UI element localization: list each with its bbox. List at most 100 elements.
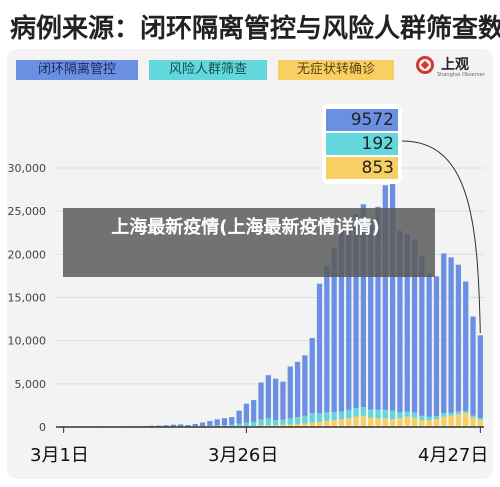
- bar-segment-asymptomatic: [433, 419, 440, 427]
- bar-segment-asymptomatic: [316, 421, 323, 427]
- bar-segment-screening: [243, 422, 250, 427]
- bar-segment-asymptomatic: [375, 418, 381, 427]
- bar-segment-asymptomatic: [273, 425, 279, 427]
- bar-segment-closed-loop: [360, 204, 367, 408]
- bar-segment-closed-loop: [368, 224, 374, 410]
- bar-segment-screening: [294, 417, 301, 424]
- bar-segment-screening: [280, 419, 286, 425]
- y-tick-label: 10,000: [8, 335, 47, 348]
- bar-segment-closed-loop: [265, 375, 271, 419]
- bar-segment-asymptomatic: [309, 422, 315, 427]
- bar-segment-screening: [302, 415, 308, 424]
- bar-segment-asymptomatic: [302, 423, 308, 427]
- bar-segment-asymptomatic: [455, 414, 462, 427]
- bar-segment-closed-loop: [236, 410, 242, 424]
- bar-segment-screening: [287, 418, 293, 425]
- bar-segment-asymptomatic: [419, 420, 425, 427]
- bar-segment-screening: [251, 421, 257, 426]
- legend-asymptomatic: 无症状转确诊: [278, 60, 394, 80]
- bar-segment-closed-loop: [229, 417, 235, 425]
- bar-segment-closed-loop: [397, 231, 403, 413]
- x-tick-label-start: 3月1日: [30, 445, 89, 466]
- bar-segment-screening: [236, 423, 242, 427]
- bar-segment-asymptomatic: [448, 415, 454, 427]
- bar-segment-closed-loop: [389, 177, 396, 411]
- bar-segment-closed-loop: [294, 361, 301, 418]
- bar-segment-closed-loop: [338, 230, 345, 412]
- callout-connector: [401, 140, 481, 334]
- bar-segment-asymptomatic: [389, 419, 396, 427]
- bar-segment-closed-loop: [156, 425, 162, 427]
- bar-segment-asymptomatic: [287, 424, 293, 427]
- bar-segment-screening: [477, 417, 483, 420]
- bar-segment-asymptomatic: [265, 425, 271, 427]
- chart-title: 病例来源：闭环隔离管控与风险人群筛查数: [10, 14, 500, 44]
- bar-segment-closed-loop: [324, 265, 330, 413]
- bar-segment-asymptomatic: [382, 418, 388, 427]
- bar-segment-asymptomatic: [368, 417, 374, 427]
- bar-segment-closed-loop: [302, 355, 308, 416]
- bar-segment-closed-loop: [177, 424, 184, 427]
- bar-segment-screening: [353, 408, 359, 417]
- bar-segment-closed-loop: [477, 335, 483, 418]
- bar-segment-asymptomatic: [463, 413, 469, 427]
- bar-segment-screening: [463, 411, 469, 414]
- x-tick-label-end: 4月27日: [418, 445, 489, 466]
- y-tick-label: 5,000: [15, 378, 47, 391]
- bar-segment-screening: [419, 415, 425, 421]
- callout-box: 9572 192 853: [322, 104, 402, 184]
- bar-segment-closed-loop: [404, 234, 410, 412]
- bar-segment-asymptomatic: [360, 415, 367, 427]
- callout-screening-value: 192: [326, 133, 398, 155]
- banner-text: 上海最新疫情(上海最新疫情详情): [111, 217, 380, 238]
- bar-segment-asymptomatic: [338, 419, 345, 427]
- y-tick-label: 25,000: [8, 205, 47, 218]
- bar-segment-closed-loop: [441, 253, 447, 414]
- bar-segment-asymptomatic: [397, 418, 403, 427]
- bar-segment-closed-loop: [309, 338, 315, 414]
- logo-subtitle: Shanghai Observer: [437, 72, 485, 78]
- bar-segment-screening: [346, 409, 352, 419]
- x-tick-label-mid: 3月26日: [208, 445, 279, 466]
- bar-segment-closed-loop: [448, 257, 454, 413]
- callout-closed-loop-value: 9572: [326, 109, 398, 131]
- bar-segment-screening: [221, 425, 228, 427]
- bar-segment-screening: [324, 412, 330, 421]
- bar-segment-asymptomatic: [324, 420, 330, 427]
- bar-segment-screening: [360, 407, 367, 416]
- bar-segment-screening: [265, 418, 271, 426]
- bar-segment-closed-loop: [463, 281, 469, 412]
- bar-segment-closed-loop: [287, 366, 293, 419]
- bar-segment-closed-loop: [382, 185, 388, 410]
- logo-icon: [416, 56, 434, 74]
- bar-segment-closed-loop: [455, 264, 462, 412]
- bar-segment-screening: [338, 411, 345, 420]
- bar-segment-screening: [448, 412, 454, 416]
- y-tick-label: 0: [39, 421, 46, 434]
- bar-segment-asymptomatic: [477, 419, 483, 427]
- bar-segment-screening: [309, 413, 315, 423]
- legend-screening: 风险人群筛查: [149, 60, 267, 80]
- bar-segment-asymptomatic: [331, 420, 337, 427]
- bar-segment-closed-loop: [170, 424, 176, 427]
- bar-segment-asymptomatic: [404, 416, 410, 427]
- bar-segment-screening: [368, 409, 374, 418]
- bar-segment-closed-loop: [192, 424, 198, 427]
- logo: 上观 Shanghai Observer: [414, 54, 488, 84]
- bar-segment-asymptomatic: [441, 416, 447, 427]
- logo-name: 上观: [441, 57, 469, 73]
- y-tick-label: 30,000: [8, 162, 47, 175]
- bar-segment-screening: [433, 416, 440, 420]
- bar-segment-asymptomatic: [426, 420, 432, 427]
- bar-segment-asymptomatic: [353, 416, 359, 427]
- bar-segment-closed-loop: [419, 256, 425, 416]
- bar-segment-screening: [455, 411, 462, 415]
- bar-segment-screening: [229, 424, 235, 427]
- callout-asymptomatic-value: 853: [326, 157, 398, 179]
- bar-segment-closed-loop: [353, 213, 359, 409]
- bar-segment-screening: [316, 413, 323, 422]
- bar-segment-screening: [389, 410, 396, 420]
- bar-segment-screening: [397, 412, 403, 419]
- bar-segment-closed-loop: [316, 283, 323, 414]
